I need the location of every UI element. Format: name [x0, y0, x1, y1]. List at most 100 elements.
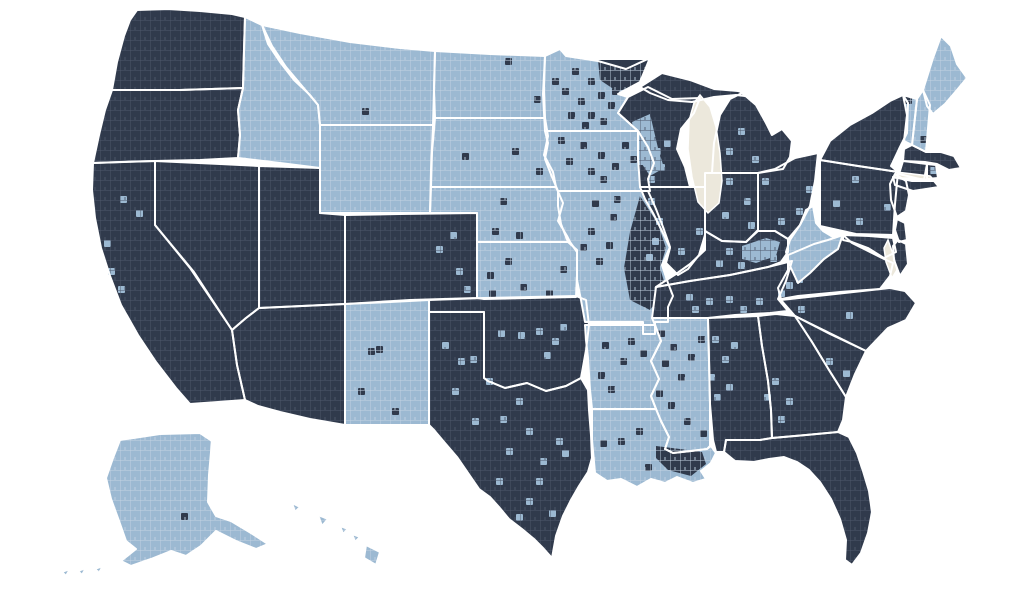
dark-county-speckle	[630, 156, 637, 163]
light-county-speckle	[752, 156, 759, 163]
dark-county-speckle	[568, 112, 575, 119]
light-county-speckle	[826, 358, 833, 365]
light-county-speckle	[464, 286, 471, 293]
state-az[interactable]	[232, 304, 345, 425]
dark-county-speckle	[612, 88, 619, 95]
dark-county-speckle	[640, 350, 647, 357]
light-county-speckle	[450, 232, 457, 239]
light-county-speckle	[762, 178, 769, 185]
light-county-speckle	[846, 312, 853, 319]
light-county-speckle	[796, 276, 803, 283]
state-hi[interactable]	[292, 503, 380, 565]
light-county-speckle	[843, 370, 850, 377]
dark-county-speckle	[628, 338, 635, 345]
dark-county-speckle	[588, 112, 595, 119]
state-wy[interactable]	[320, 125, 433, 213]
light-county-speckle	[738, 128, 745, 135]
dark-county-speckle	[608, 386, 615, 393]
dark-county-speckle	[580, 244, 587, 251]
dark-county-speckle	[487, 272, 494, 279]
light-county-speckle	[638, 158, 645, 165]
light-county-speckle	[108, 268, 115, 275]
light-county-speckle	[536, 328, 543, 335]
dark-county-speckle	[656, 390, 663, 397]
light-county-speckle	[696, 228, 703, 235]
light-county-speckle	[852, 176, 859, 183]
light-county-speckle	[678, 248, 685, 255]
light-county-speckle	[833, 200, 840, 207]
dark-county-speckle	[562, 88, 569, 95]
dark-county-speckle	[614, 196, 621, 203]
light-county-speckle	[722, 356, 729, 363]
light-county-speckle	[560, 324, 567, 331]
state-co[interactable]	[345, 213, 477, 304]
state-fill-layer	[62, 9, 967, 576]
dark-county-speckle	[602, 342, 609, 349]
light-county-speckle	[496, 478, 503, 485]
dark-county-speckle	[512, 148, 519, 155]
dark-county-speckle	[920, 136, 927, 143]
light-county-speckle	[656, 218, 663, 225]
light-county-speckle	[456, 268, 463, 275]
dark-county-speckle	[612, 163, 619, 170]
dark-county-speckle	[698, 336, 705, 343]
dark-county-speckle	[592, 200, 599, 207]
dark-county-speckle	[489, 290, 496, 297]
dark-county-speckle	[362, 108, 369, 115]
light-county-speckle	[731, 342, 738, 349]
state-wa[interactable]	[112, 9, 245, 90]
light-county-speckle	[544, 352, 551, 359]
light-county-speckle	[796, 208, 803, 215]
state-sd[interactable]	[431, 118, 556, 187]
light-county-speckle	[540, 458, 547, 465]
state-me[interactable]	[923, 36, 967, 114]
light-county-speckle	[470, 356, 477, 363]
state-nd[interactable]	[434, 51, 545, 118]
dark-county-speckle	[578, 98, 585, 105]
light-county-speckle	[516, 514, 523, 521]
light-county-speckle	[930, 167, 937, 174]
light-county-speckle	[498, 330, 505, 337]
dark-county-speckle	[645, 464, 652, 471]
light-county-speckle	[722, 212, 729, 219]
light-county-speckle	[786, 398, 793, 405]
light-county-speckle	[104, 240, 111, 247]
dark-county-speckle	[534, 96, 541, 103]
state-de[interactable]	[895, 219, 907, 242]
dark-county-speckle	[636, 428, 643, 435]
light-county-speckle	[778, 290, 785, 297]
dark-county-speckle	[658, 330, 665, 337]
dark-county-speckle	[600, 118, 607, 125]
dark-county-speckle	[600, 176, 607, 183]
dark-county-speckle	[560, 266, 567, 273]
light-county-speckle	[526, 498, 533, 505]
light-county-speckle	[756, 298, 763, 305]
state-ar[interactable]	[585, 325, 661, 409]
light-county-speckle	[328, 182, 335, 189]
dark-county-speckle	[588, 78, 595, 85]
dark-county-speckle	[606, 242, 613, 249]
dark-county-speckle	[662, 360, 669, 367]
state-ak[interactable]	[62, 433, 268, 576]
dark-county-speckle	[678, 374, 685, 381]
light-county-speckle	[436, 246, 443, 253]
dark-county-speckle	[610, 214, 617, 221]
light-county-speckle	[648, 176, 655, 183]
dark-county-speckle	[500, 198, 507, 205]
light-county-speckle	[648, 198, 655, 205]
dark-county-speckle	[700, 430, 707, 437]
light-county-speckle	[744, 198, 751, 205]
dark-county-speckle	[670, 344, 677, 351]
light-county-speckle	[798, 306, 805, 313]
state-fl[interactable]	[724, 432, 872, 565]
light-county-speckle	[686, 294, 693, 301]
light-county-speckle	[772, 378, 779, 385]
state-nm[interactable]	[345, 300, 429, 425]
light-county-speckle	[778, 218, 785, 225]
light-county-speckle	[714, 394, 721, 401]
dark-county-speckle	[505, 58, 512, 65]
dark-county-speckle	[368, 348, 375, 355]
state-or[interactable]	[93, 88, 243, 163]
dark-county-speckle	[572, 68, 579, 75]
dark-county-speckle	[465, 217, 472, 224]
